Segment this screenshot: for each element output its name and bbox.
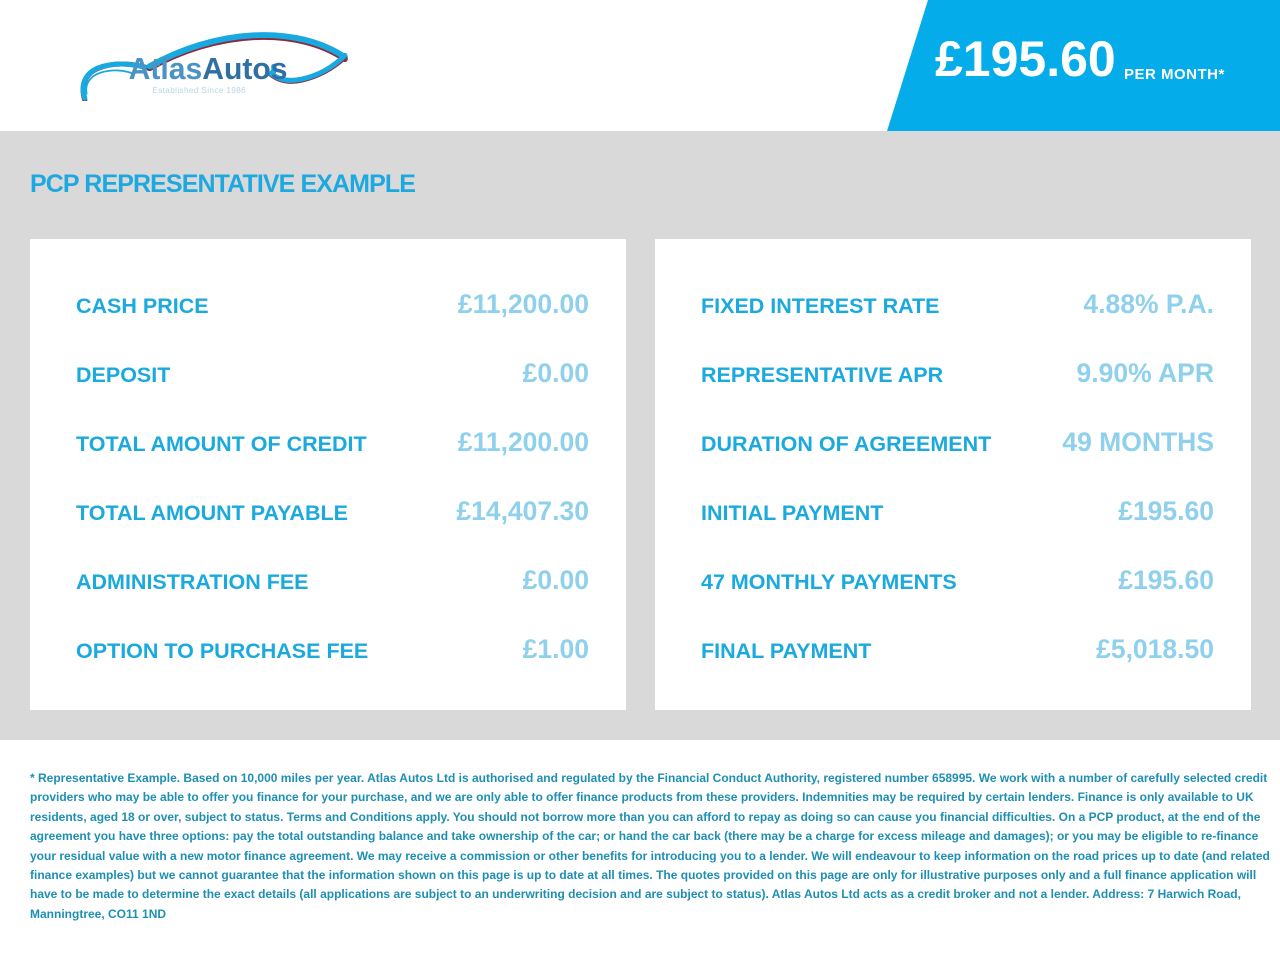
svg-text:AtlasAutos: AtlasAutos — [129, 53, 288, 86]
svg-text:Established Since 1986: Established Since 1986 — [152, 86, 246, 95]
